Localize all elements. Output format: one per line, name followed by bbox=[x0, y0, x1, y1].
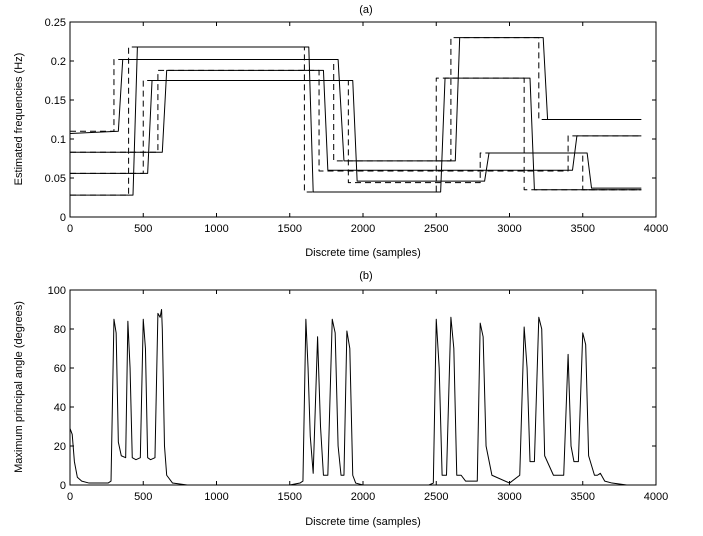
series-line-estimated-5 bbox=[70, 80, 642, 189]
series-line-estimated-0 bbox=[69, 309, 639, 486]
series-line-true-6 bbox=[70, 69, 642, 172]
y-tick-label: 20 bbox=[54, 441, 66, 453]
chart-panel-b: (b) 0 500 1000 1500 2000 2500 3000 3500 4000 0 20… bbox=[13, 270, 668, 528]
x-tick-label: 1500 bbox=[278, 491, 302, 503]
x-ticks-b: 0 500 1000 1500 2000 2500 3000 3500 4000 bbox=[67, 290, 668, 503]
y-tick-label: 40 bbox=[54, 402, 66, 414]
y-tick-label: 0.05 bbox=[45, 173, 66, 185]
x-tick-label: 500 bbox=[134, 223, 152, 235]
x-axis-label-b: Discrete time (samples) bbox=[305, 516, 421, 528]
y-tick-label: 80 bbox=[54, 324, 66, 336]
x-tick-label: 3500 bbox=[571, 223, 595, 235]
x-tick-label: 500 bbox=[134, 491, 152, 503]
x-tick-label: 2500 bbox=[424, 223, 448, 235]
x-tick-label: 2000 bbox=[351, 223, 375, 235]
y-tick-label: 60 bbox=[54, 363, 66, 375]
series-line-estimated-3 bbox=[70, 46, 642, 196]
x-tick-label: 1000 bbox=[204, 491, 228, 503]
x-tick-label: 0 bbox=[67, 491, 73, 503]
x-axis-label-a: Discrete time (samples) bbox=[305, 247, 421, 259]
x-tick-label: 3000 bbox=[497, 223, 521, 235]
y-axis-label-a: Estimated frequencies (Hz) bbox=[13, 53, 25, 186]
x-tick-label: 3000 bbox=[497, 491, 521, 503]
y-ticks-b: 0 20 40 60 80 100 bbox=[48, 285, 656, 492]
y-ticks-a: 0 0.05 0.1 0.15 0.2 0.25 bbox=[45, 17, 656, 224]
y-axis-label-b: Maximum principal angle (degrees) bbox=[13, 301, 25, 473]
series-group-a bbox=[69, 37, 642, 196]
y-tick-label: 0.15 bbox=[45, 95, 66, 107]
x-tick-label: 1000 bbox=[204, 223, 228, 235]
x-ticks-a: 0 500 1000 1500 2000 2500 3000 3500 4000 bbox=[67, 22, 668, 235]
x-tick-label: 3500 bbox=[571, 491, 595, 503]
series-line-true-4 bbox=[70, 80, 642, 191]
chart-panel-a: (a) 0 500 1000 1500 2000 2500 3000 3500 4000 0 0.… bbox=[13, 4, 668, 259]
chart-title-b: (b) bbox=[359, 270, 372, 282]
y-tick-label: 0.1 bbox=[51, 134, 66, 146]
x-tick-label: 2500 bbox=[424, 491, 448, 503]
x-tick-label: 4000 bbox=[644, 223, 668, 235]
y-tick-label: 100 bbox=[48, 285, 66, 297]
x-tick-label: 1500 bbox=[278, 223, 302, 235]
chart-title-a: (a) bbox=[359, 4, 372, 16]
y-tick-label: 0.2 bbox=[51, 56, 66, 68]
y-tick-label: 0 bbox=[60, 212, 66, 224]
series-line-estimated-7 bbox=[70, 69, 642, 171]
x-tick-label: 0 bbox=[67, 223, 73, 235]
x-tick-label: 4000 bbox=[644, 491, 668, 503]
y-tick-label: 0.25 bbox=[45, 17, 66, 29]
y-tick-label: 0 bbox=[60, 480, 66, 492]
series-group-b bbox=[69, 309, 639, 486]
series-line-estimated-1 bbox=[69, 37, 642, 162]
plot-area-b bbox=[69, 289, 657, 486]
x-tick-label: 2000 bbox=[351, 491, 375, 503]
